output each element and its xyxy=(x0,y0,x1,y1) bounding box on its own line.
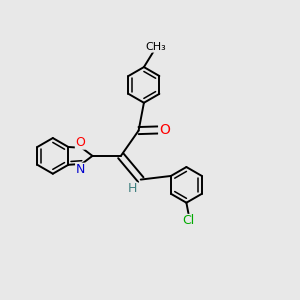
Text: N: N xyxy=(76,163,85,176)
Text: O: O xyxy=(75,136,85,149)
Text: Cl: Cl xyxy=(183,214,195,227)
Text: O: O xyxy=(159,123,170,137)
Text: H: H xyxy=(128,182,137,196)
Text: CH₃: CH₃ xyxy=(145,42,166,52)
